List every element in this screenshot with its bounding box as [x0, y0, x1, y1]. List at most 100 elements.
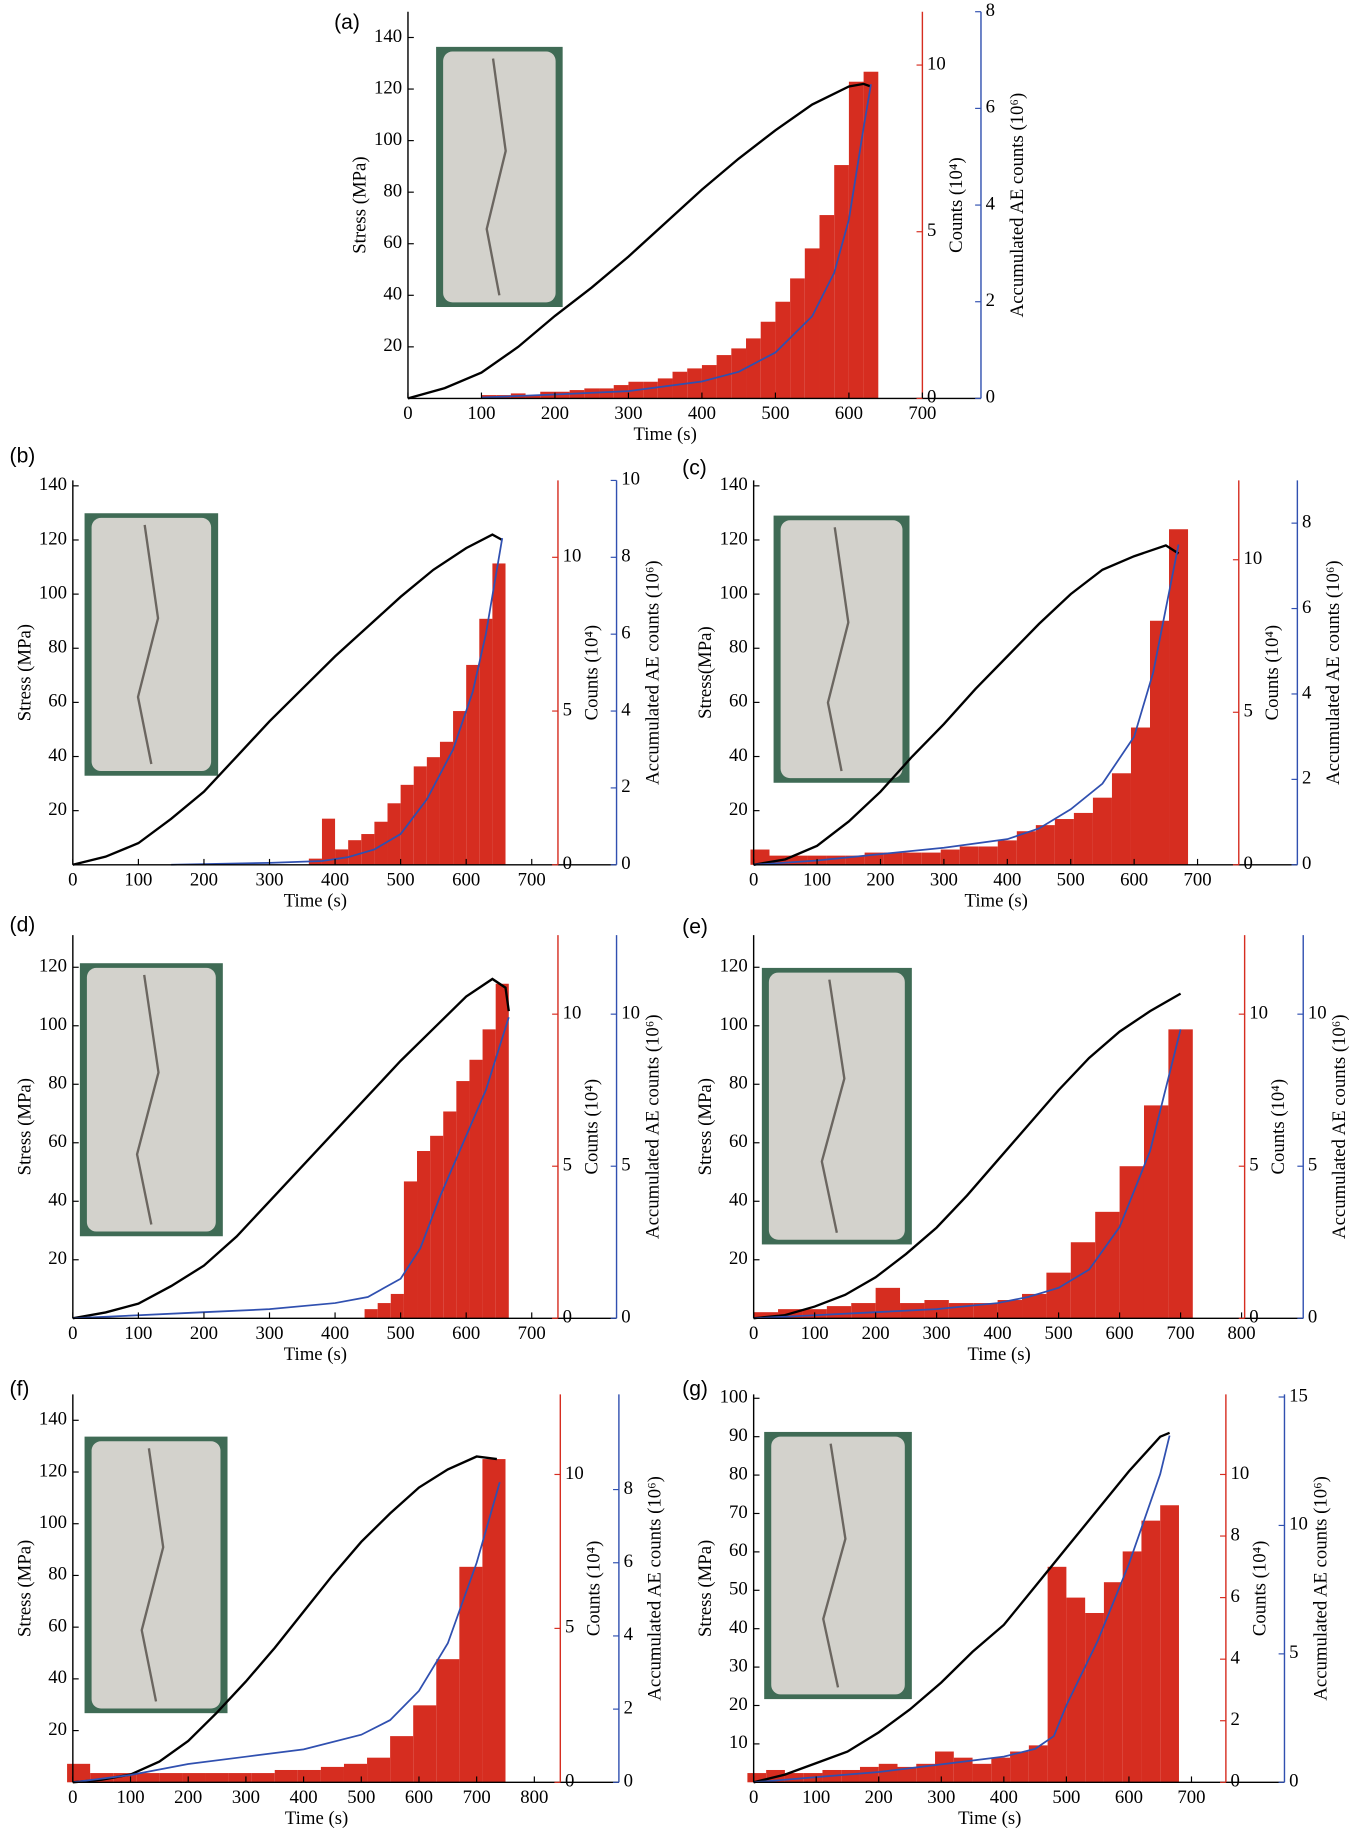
count-bar — [1066, 1597, 1086, 1783]
count-bar — [834, 165, 849, 399]
count-bar — [390, 1736, 414, 1783]
y3-tick-label: 4 — [624, 1624, 634, 1645]
y3-tick-label: 5 — [1308, 1155, 1317, 1176]
count-bar — [972, 1763, 992, 1783]
x-axis-title: Time (s) — [285, 1808, 348, 1828]
count-bar — [804, 248, 820, 399]
y2-tick-label: 4 — [1231, 1647, 1241, 1668]
y2-tick-label: 8 — [1231, 1524, 1240, 1545]
y-tick-label: 30 — [729, 1655, 748, 1676]
count-bar — [136, 1773, 160, 1783]
specimen-crack — [485, 58, 507, 296]
x-tick-label: 600 — [1106, 1323, 1134, 1344]
x-tick-label: 700 — [518, 869, 546, 890]
y3-axis-title: Accumulated AE counts (10⁶) — [1310, 1476, 1331, 1701]
y2-tick-label: 0 — [1249, 1307, 1258, 1328]
x-tick-label: 400 — [321, 869, 349, 890]
count-bar — [819, 215, 835, 399]
count-bar — [991, 1757, 1011, 1783]
count-bar — [997, 1300, 1023, 1319]
x-tick-label: 700 — [1167, 1323, 1195, 1344]
y-tick-label: 40 — [48, 1667, 67, 1688]
y2-tick-label: 2 — [1231, 1709, 1240, 1730]
x-tick-label: 600 — [835, 403, 863, 424]
y-tick-label: 80 — [48, 1073, 67, 1094]
y-tick-label: 140 — [39, 474, 67, 495]
x-axis-title: Time (s) — [634, 424, 697, 445]
x-tick-label: 800 — [1228, 1323, 1256, 1344]
x-tick-label: 100 — [124, 869, 152, 890]
count-bar — [403, 1181, 418, 1319]
count-bar — [390, 1293, 404, 1319]
x-tick-label: 300 — [923, 1323, 951, 1344]
y2-tick-label: 10 — [1231, 1463, 1250, 1484]
y-axis-title: Stress (MPa) — [349, 156, 370, 253]
x-axis-title: Time (s) — [967, 1344, 1030, 1365]
y2-tick-label: 0 — [563, 1307, 572, 1328]
count-bar — [113, 1773, 137, 1783]
x-tick-label: 0 — [68, 869, 77, 890]
y2-tick-label: 5 — [1243, 701, 1252, 722]
count-bar — [883, 852, 903, 865]
count-bar — [1111, 773, 1131, 865]
y2-axis-title: Counts (10⁴) — [1268, 1079, 1289, 1175]
x-tick-label: 700 — [518, 1323, 546, 1344]
count-bar — [1143, 1105, 1169, 1319]
x-tick-label: 300 — [255, 869, 283, 890]
y3-axis-title: Accumulated AE counts (10⁶) — [645, 1476, 666, 1701]
panel: 0 100 200 300 400 500 600 700204060801001201400… — [10, 445, 664, 912]
y3-tick-label: 8 — [621, 546, 630, 567]
count-bar — [320, 1766, 344, 1783]
count-bar — [788, 855, 808, 865]
y3-axis-title: Accumulated AE counts (10⁶) — [1007, 93, 1028, 318]
count-bar — [453, 711, 467, 865]
x-tick-label: 200 — [866, 869, 894, 890]
x-tick-label: 700 — [908, 403, 936, 424]
y3-axis-title: Accumulated AE counts (10⁶) — [642, 1014, 663, 1239]
count-bar — [599, 388, 614, 399]
count-bar — [790, 278, 805, 399]
accumulated-line — [753, 1435, 1171, 1784]
y3-tick-label: 2 — [624, 1697, 633, 1718]
y2-tick-label: 0 — [1243, 853, 1252, 874]
count-bar — [439, 741, 454, 865]
y3-tick-label: 10 — [621, 1002, 640, 1023]
x-tick-label: 200 — [190, 1323, 218, 1344]
y-tick-label: 80 — [729, 637, 748, 658]
accumulated-line — [171, 537, 504, 866]
x-tick-label: 300 — [614, 403, 642, 424]
x-tick-label: 200 — [541, 403, 569, 424]
count-bar — [1103, 1582, 1123, 1783]
count-bar — [495, 983, 509, 1319]
count-bar — [525, 395, 541, 399]
x-tick-label: 200 — [865, 1787, 893, 1808]
count-bar — [731, 348, 747, 399]
x-tick-label: 200 — [174, 1787, 202, 1808]
y-tick-label: 40 — [48, 745, 67, 766]
stress-line — [753, 1431, 1171, 1784]
y3-tick-label: 10 — [1308, 1002, 1327, 1023]
count-bar — [1149, 620, 1170, 865]
y3-tick-label: 0 — [621, 1307, 630, 1328]
count-bar — [436, 1659, 460, 1783]
y2-axis-title: Counts (10⁴) — [581, 625, 602, 721]
panel-label: (c) — [682, 456, 707, 479]
x-tick-label: 400 — [993, 869, 1021, 890]
y3-tick-label: 0 — [1289, 1771, 1298, 1792]
count-bar — [1035, 825, 1055, 865]
y-tick-label: 80 — [48, 637, 67, 658]
count-bar — [978, 846, 998, 865]
y3-tick-label: 0 — [624, 1771, 633, 1792]
count-bar — [466, 664, 480, 865]
count-bar — [456, 1081, 470, 1319]
y2-axis-title: Counts (10⁴) — [946, 157, 967, 253]
y-axis-title: Stress(MPa) — [695, 626, 716, 719]
x-tick-label: 100 — [802, 1787, 830, 1808]
count-bar — [1168, 1029, 1193, 1319]
accumulated-line — [753, 1029, 1182, 1320]
count-bar — [784, 1773, 804, 1783]
y-tick-label: 140 — [39, 1409, 67, 1430]
y-axis-title: Stress (MPa) — [14, 1078, 35, 1175]
x-tick-label: 800 — [520, 1787, 548, 1808]
x-tick-label: 600 — [452, 869, 480, 890]
